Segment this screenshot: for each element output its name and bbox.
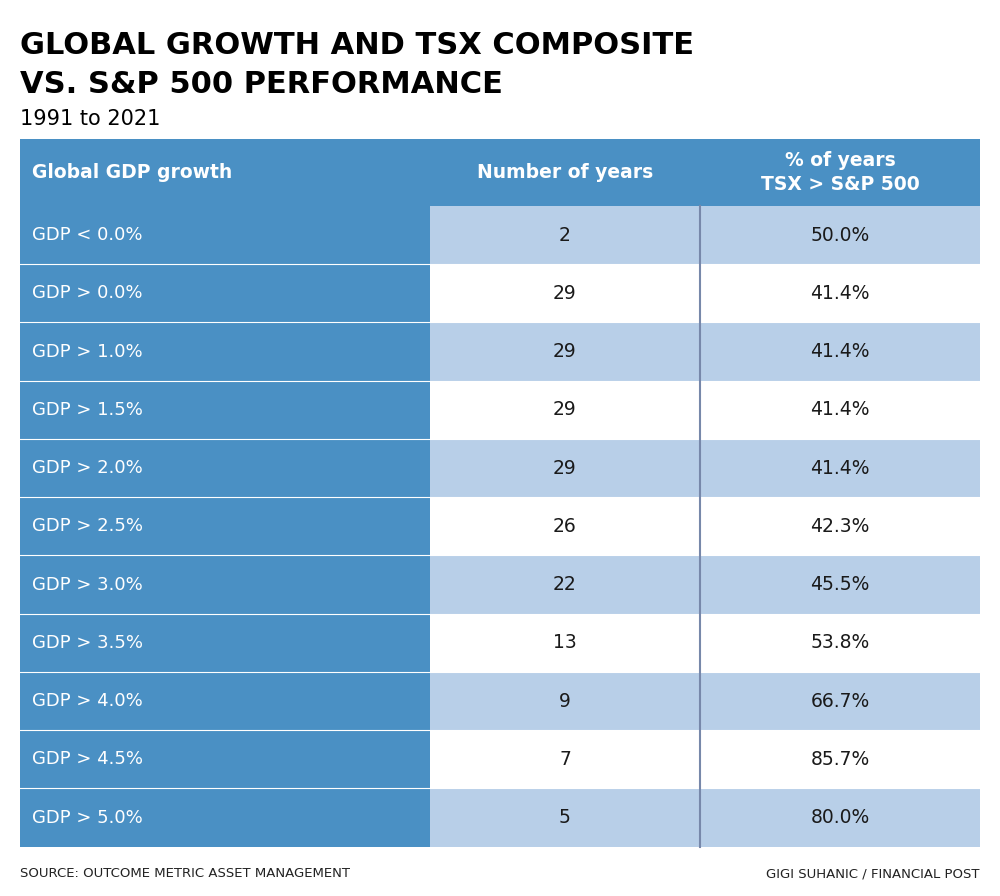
Text: 29: 29 <box>553 284 577 303</box>
Bar <box>20 672 430 730</box>
Bar <box>20 439 430 497</box>
Text: GDP > 1.5%: GDP > 1.5% <box>32 401 143 418</box>
Text: 29: 29 <box>553 401 577 419</box>
Bar <box>20 381 430 439</box>
Text: 42.3%: 42.3% <box>810 517 870 536</box>
Bar <box>430 381 980 439</box>
Text: GDP > 1.0%: GDP > 1.0% <box>32 342 143 360</box>
Text: 45.5%: 45.5% <box>810 575 870 594</box>
Bar <box>430 556 980 614</box>
Text: 41.4%: 41.4% <box>810 401 870 419</box>
Bar <box>20 614 430 672</box>
Text: Number of years: Number of years <box>477 163 653 182</box>
Bar <box>20 788 430 847</box>
Text: 2: 2 <box>559 226 571 245</box>
Bar <box>20 139 980 206</box>
Text: GDP < 0.0%: GDP < 0.0% <box>32 226 143 244</box>
Text: 80.0%: 80.0% <box>810 808 870 827</box>
Text: 85.7%: 85.7% <box>810 750 870 769</box>
Text: 29: 29 <box>553 459 577 478</box>
Text: 5: 5 <box>559 808 571 827</box>
Text: GLOBAL GROWTH AND TSX COMPOSITE: GLOBAL GROWTH AND TSX COMPOSITE <box>20 31 694 60</box>
Bar <box>20 497 430 556</box>
Text: GDP > 3.5%: GDP > 3.5% <box>32 633 143 651</box>
Text: 41.4%: 41.4% <box>810 459 870 478</box>
Text: GDP > 0.0%: GDP > 0.0% <box>32 284 143 302</box>
Text: 66.7%: 66.7% <box>810 692 870 711</box>
Bar <box>430 264 980 323</box>
Text: SOURCE: OUTCOME METRIC ASSET MANAGEMENT: SOURCE: OUTCOME METRIC ASSET MANAGEMENT <box>20 867 350 880</box>
Text: 7: 7 <box>559 750 571 769</box>
Text: 1991 to 2021: 1991 to 2021 <box>20 109 160 129</box>
Text: GIGI SUHANIC / FINANCIAL POST: GIGI SUHANIC / FINANCIAL POST <box>767 867 980 880</box>
Text: GDP > 2.5%: GDP > 2.5% <box>32 517 143 535</box>
Text: 29: 29 <box>553 342 577 361</box>
Text: 9: 9 <box>559 692 571 711</box>
Bar <box>430 672 980 730</box>
Text: 22: 22 <box>553 575 577 594</box>
Bar <box>430 614 980 672</box>
Bar <box>430 206 980 264</box>
Text: 53.8%: 53.8% <box>810 633 870 652</box>
Bar <box>430 323 980 381</box>
Text: 41.4%: 41.4% <box>810 342 870 361</box>
Text: GDP > 5.0%: GDP > 5.0% <box>32 808 143 827</box>
Bar <box>430 788 980 847</box>
Bar <box>20 206 430 264</box>
Text: 41.4%: 41.4% <box>810 284 870 303</box>
Text: 50.0%: 50.0% <box>810 226 870 245</box>
Text: GDP > 4.0%: GDP > 4.0% <box>32 692 143 710</box>
Text: % of years
TSX > S&P 500: % of years TSX > S&P 500 <box>761 151 919 194</box>
Bar <box>20 264 430 323</box>
Bar <box>430 730 980 788</box>
Text: GDP > 2.0%: GDP > 2.0% <box>32 459 143 477</box>
Text: 13: 13 <box>553 633 577 652</box>
Bar <box>20 730 430 788</box>
Text: GDP > 3.0%: GDP > 3.0% <box>32 575 143 593</box>
Text: GDP > 4.5%: GDP > 4.5% <box>32 750 143 769</box>
Bar <box>20 556 430 614</box>
Text: Global GDP growth: Global GDP growth <box>32 163 232 182</box>
Text: 26: 26 <box>553 517 577 536</box>
Bar <box>430 497 980 556</box>
Bar <box>20 323 430 381</box>
Bar <box>430 439 980 497</box>
Text: VS. S&P 500 PERFORMANCE: VS. S&P 500 PERFORMANCE <box>20 70 503 99</box>
